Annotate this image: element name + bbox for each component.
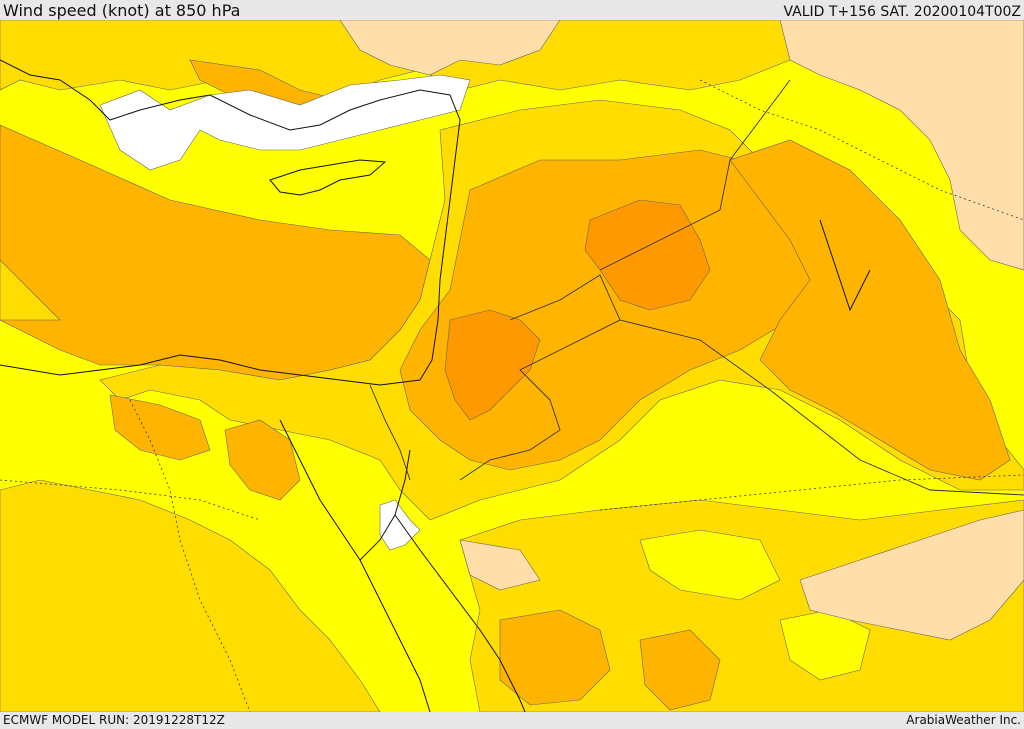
contour-saudi-pale-2: [459, 539, 541, 591]
contour-iraq-high: [729, 139, 1011, 481]
border-dotted-2: [599, 474, 1024, 511]
contour-saudi-high-2: [639, 629, 721, 711]
model-run: ECMWF MODEL RUN: 20191228T12Z: [3, 713, 225, 727]
contour-egypt-mid: [0, 479, 381, 712]
border-syria-iraq: [599, 79, 791, 271]
border-iraq-saudi: [619, 319, 1024, 496]
valid-time: VALID T+156 SAT. 20200104T00Z: [783, 4, 1021, 20]
border-dotted-3: [699, 79, 1024, 221]
coastline-turkey: [0, 59, 461, 201]
coastline-levant: [299, 199, 451, 386]
contour-saudi-pale: [799, 509, 1024, 641]
contour-med-mid: [0, 259, 61, 321]
map-title: Wind speed (knot) at 850 hPa: [3, 1, 241, 20]
coastline-gulf: [819, 219, 871, 312]
contour-ne-pale: [779, 20, 1024, 271]
coastline-egypt-north: [0, 354, 301, 376]
contour-egypt-high: [109, 394, 211, 461]
border-jordan: [459, 274, 621, 481]
wind-speed-map: [0, 20, 1024, 712]
contour-north-pale: [339, 20, 561, 76]
coastline-red-sea: [359, 514, 526, 712]
map-header: Wind speed (knot) at 850 hPa VALID T+156…: [0, 0, 1024, 20]
contour-egypt-high-2: [224, 419, 301, 501]
contour-syria-highest: [584, 199, 711, 311]
contour-white-turkey: [99, 74, 471, 171]
border-egypt-israel: [369, 384, 411, 481]
contour-saudi-yellow-1: [639, 529, 781, 601]
border-dotted-1: [0, 479, 261, 521]
contour-saudi-high: [499, 609, 611, 706]
map-footer: ECMWF MODEL RUN: 20191228T12Z ArabiaWeat…: [0, 712, 1024, 729]
coastline-cyprus: [269, 159, 387, 196]
credit: ArabiaWeather Inc.: [906, 713, 1021, 727]
contour-jordan-highest: [444, 309, 541, 421]
